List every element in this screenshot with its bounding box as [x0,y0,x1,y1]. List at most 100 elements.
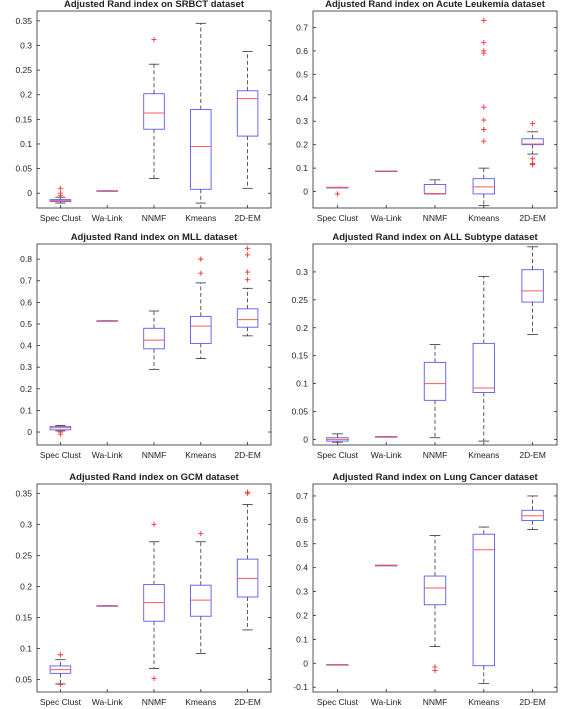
y-tick-label: 0.1 [296,379,308,389]
box-kmeans [190,256,212,359]
y-tick-label: 0.25 [291,295,308,305]
box-wa-link [375,436,398,438]
box-nnmf [423,179,447,195]
y-tick-label: 0.1 [20,139,32,149]
y-tick-label: 0.4 [20,341,32,351]
boxplot-panel-1: Adjusted Rand index on SRBCT dataset 0 0.0… [15,0,272,223]
y-tick-label: 0 [27,427,32,437]
box-spec-clust [326,664,349,666]
outlier-marker [530,162,536,168]
box-nnmf [423,344,447,439]
y-tick-label: 0.7 [296,22,308,32]
outlier-marker [151,675,157,681]
y-tick-label: 0 [303,658,308,668]
box-2d-em [236,245,259,337]
y-tick-label: 0.7 [296,491,308,501]
y-tick-label: 0.2 [20,581,32,591]
box-wa-link [96,190,118,192]
y-tick-label: 0.35 [15,16,32,26]
x-tick-label: Spec Clust [40,450,82,460]
box-wa-link [96,605,118,607]
y-tick-label: 0.7 [20,276,32,286]
axes-frame [36,243,272,446]
x-tick-label: NNMF [423,697,448,707]
chart-title: Adjusted Rand index on SRBCT dataset [64,0,245,10]
outlier-marker [57,681,63,688]
iqr-box [236,308,259,328]
outlier-marker [481,104,487,110]
iqr-box [472,533,495,667]
y-tick-label: 0.4 [296,563,308,573]
x-tick-label: 2D-EM [519,697,545,707]
y-tick-label: 0.3 [296,587,308,597]
y-tick-label: 0.6 [20,297,32,307]
outlier-marker [245,245,251,251]
y-tick-label: 0.6 [296,515,308,525]
box-wa-link [96,320,118,322]
outlier-marker [481,17,487,23]
box-2d-em [236,489,259,631]
y-tick-label: 0 [303,187,308,197]
boxplot-panel-6: Adjusted Rand index on Lung Cancer datas… [293,472,558,707]
iqr-box [190,315,212,344]
chart-title: Adjusted Rand index on Acute Leukemia da… [325,0,546,10]
outlier-marker [481,117,487,123]
chart-title: Adjusted Rand index on Lung Cancer datas… [332,472,538,483]
chart-title: Adjusted Rand index on MLL dataset [71,232,238,243]
outlier-marker [245,269,251,275]
box-2d-em [236,50,259,189]
x-tick-label: Spec Clust [317,213,359,223]
box-nnmf [143,36,165,179]
iqr-box [423,184,447,195]
outlier-marker [57,431,63,437]
y-tick-label: 0.25 [15,65,32,75]
box-kmeans [190,531,212,654]
x-tick-label: 2D-EM [234,450,260,460]
outlier-marker [245,252,251,258]
box-spec-clust [326,186,349,197]
x-tick-label: 2D-EM [234,213,260,223]
y-tick-label: 0.1 [20,644,32,654]
x-tick-label: NNMF [142,697,167,707]
x-tick-label: NNMF [142,450,167,460]
iqr-box [143,327,165,350]
y-tick-label: 0.3 [20,362,32,372]
iqr-box [521,269,544,303]
y-tick-label: 0 [27,188,32,198]
x-tick-label: Wa-Link [92,450,124,460]
chart-title: Adjusted Rand index on GCM dataset [69,472,239,483]
boxplot-panel-4: Adjusted Rand index on ALL Subtype datas… [291,232,558,460]
boxplot-panel-3: Adjusted Rand index on MLL dataset 0 0.1 0.… [20,232,272,460]
outlier-marker [198,270,204,276]
axes-frame [312,10,558,209]
x-tick-label: 2D-EM [519,450,545,460]
y-tick-label: 0.05 [15,164,32,174]
iqr-box [423,361,447,401]
y-tick-label: 0.3 [296,267,308,277]
x-tick-label: Kmeans [468,213,499,223]
outlier-marker [481,50,487,56]
y-tick-label: 0.2 [20,90,32,100]
y-tick-label: 0.5 [296,539,308,549]
y-tick-label: 0.1 [296,634,308,644]
outlier-marker [481,40,487,46]
box-nnmf [143,521,165,681]
x-tick-label: Spec Clust [40,213,82,223]
x-tick-label: Kmeans [185,450,216,460]
y-tick-label: 0.1 [296,163,308,173]
y-tick-label: 0.15 [15,612,32,622]
outlier-marker [57,193,63,199]
outlier-marker [198,531,204,537]
iqr-box [521,138,544,146]
box-2d-em [521,246,544,335]
box-kmeans [190,22,212,204]
outlier-marker [334,191,340,197]
y-tick-label: 0.35 [15,488,32,498]
outlier-marker [245,277,251,283]
x-tick-label: Wa-Link [371,213,403,223]
box-kmeans [472,17,495,207]
box-2d-em [521,495,544,530]
outlier-marker [57,652,63,658]
y-tick-label: 0 [303,434,308,444]
